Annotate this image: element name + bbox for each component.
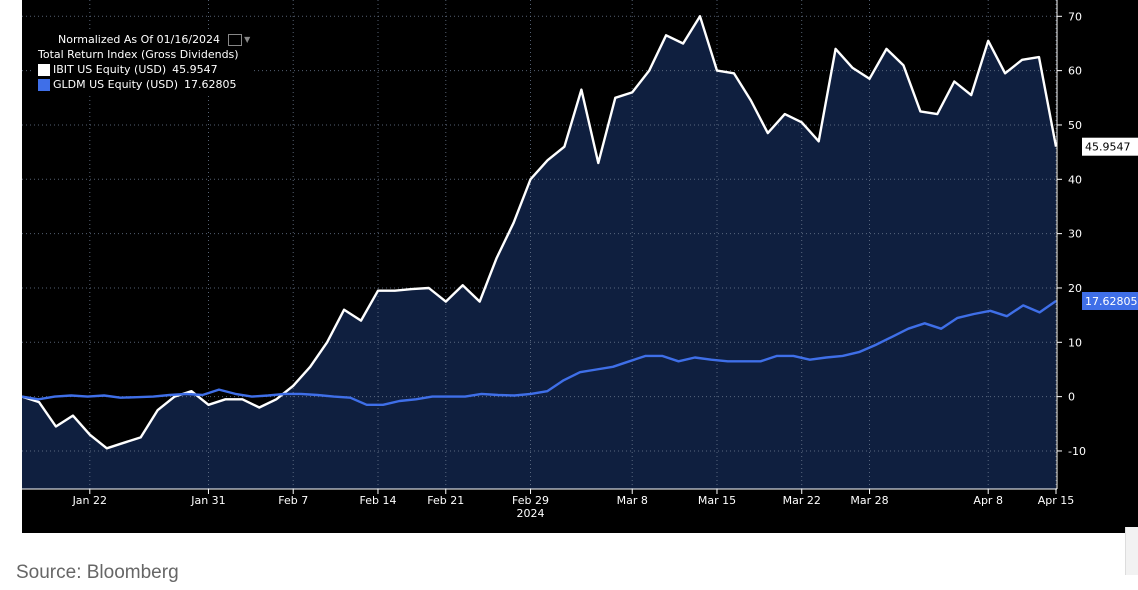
dropdown-arrow-icon[interactable]: ▼ xyxy=(244,35,251,44)
y-tick-label: -10 xyxy=(1068,445,1086,458)
gldm-value-tag xyxy=(1082,292,1138,311)
ibit-area-fill xyxy=(22,16,1056,490)
x-tick-label: Feb 21 xyxy=(427,494,464,507)
ibit-swatch-icon xyxy=(38,63,50,76)
y-tick-label: 70 xyxy=(1068,10,1082,23)
legend-title-normalized: Normalized As Of 01/16/2024 xyxy=(58,33,221,46)
chart-panel: -10 0 10 20 30 40 50 60 70 Jan 22 Jan 31 Feb 7 Feb 1… xyxy=(22,0,1138,533)
x-year-label: 2024 xyxy=(517,507,545,520)
x-tick-label: Apr 15 xyxy=(1038,494,1075,507)
legend-entry-gldm: GLDM US Equity (USD) 17.62805 xyxy=(38,77,250,92)
x-tick-label: Mar 8 xyxy=(617,494,648,507)
x-tick-label: Feb 14 xyxy=(359,494,396,507)
gldm-swatch-icon xyxy=(38,78,50,91)
y-tick-label: 30 xyxy=(1068,228,1082,241)
legend-title-total-return: Total Return Index (Gross Dividends) xyxy=(38,48,239,61)
ibit-value-tag-label: 45.9547 xyxy=(1085,141,1131,154)
scrollbar[interactable] xyxy=(1125,527,1138,575)
x-tick-label: Mar 28 xyxy=(850,494,888,507)
y-tick-label: 60 xyxy=(1068,65,1082,78)
y-tick-label: 20 xyxy=(1068,282,1082,295)
legend-ibit-value: 45.9547 xyxy=(172,63,218,76)
x-tick-label: Apr 8 xyxy=(973,494,1003,507)
y-tick-label: 10 xyxy=(1068,336,1082,349)
source-caption: Source: Bloomberg xyxy=(16,562,179,583)
chart-type-icon[interactable] xyxy=(228,33,243,46)
legend-gldm-label: GLDM US Equity (USD) xyxy=(53,78,179,91)
y-tick-label: 40 xyxy=(1068,173,1082,186)
y-tick-label: 50 xyxy=(1068,119,1082,132)
x-tick-label: Feb 29 xyxy=(512,494,549,507)
legend-ibit-label: IBIT US Equity (USD) xyxy=(53,63,167,76)
chart-legend: Normalized As Of 01/16/2024 ▼ Total Retu… xyxy=(34,30,255,94)
y-tick-label: 0 xyxy=(1068,391,1075,404)
gldm-value-tag-label: 17.62805 xyxy=(1085,295,1138,308)
gldm-line xyxy=(22,300,1057,406)
legend-entry-ibit: IBIT US Equity (USD) 45.9547 xyxy=(38,62,250,77)
legend-gldm-value: 17.62805 xyxy=(184,78,237,91)
x-tick-label: Mar 22 xyxy=(783,494,821,507)
chart-plot: -10 0 10 20 30 40 50 60 70 Jan 22 Jan 31 Feb 7 Feb 1… xyxy=(22,0,1138,520)
ibit-value-tag xyxy=(1082,137,1138,156)
legend-title-row: Total Return Index (Gross Dividends) xyxy=(38,47,250,62)
x-tick-label: Jan 22 xyxy=(72,494,107,507)
x-tick-label: Mar 15 xyxy=(698,494,736,507)
x-tick-label: Jan 31 xyxy=(190,494,225,507)
x-tick-label: Feb 7 xyxy=(278,494,308,507)
